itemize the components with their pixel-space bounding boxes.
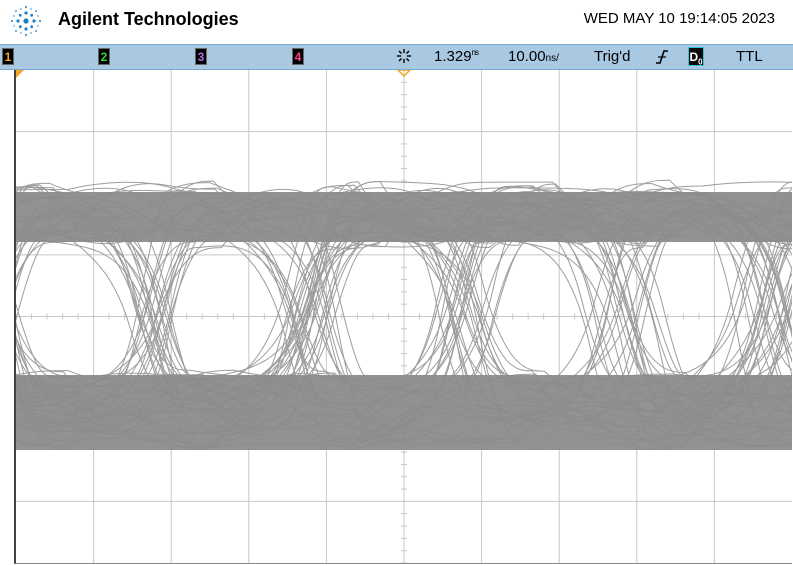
time-per-division-readout[interactable]: 10.00ns/ — [508, 48, 559, 65]
eye-trace — [16, 206, 792, 431]
eye-trace — [16, 187, 792, 397]
trigger-level: TTL — [736, 48, 763, 65]
eye-trace — [16, 183, 792, 445]
eye-trace — [16, 195, 792, 451]
eye-trace — [16, 202, 792, 442]
channel-2-indicator[interactable]: 2 — [98, 48, 110, 65]
eye-trace — [16, 210, 792, 436]
eye-trace — [16, 204, 792, 429]
eye-trace — [16, 181, 792, 447]
falling-edge-icon[interactable] — [655, 47, 669, 72]
eye-trace — [16, 235, 792, 450]
eye-trace — [16, 187, 792, 260]
eye-trace — [16, 238, 792, 447]
eye-trace — [16, 187, 792, 433]
eye-trace — [16, 210, 792, 430]
time-reference-marker — [396, 70, 412, 78]
eye-trace — [16, 179, 792, 430]
channel-4-label: 4 — [294, 50, 302, 64]
eye-trace — [16, 197, 792, 412]
eye-trace — [16, 187, 792, 447]
trigger-source-badge[interactable]: D0 — [688, 47, 704, 66]
trigger-source-label: D — [689, 50, 699, 64]
eye-trace — [16, 191, 792, 427]
eye-trace — [16, 184, 792, 438]
eye-trace — [16, 215, 792, 435]
eye-trace — [16, 189, 792, 445]
brand-name: Agilent Technologies — [58, 9, 239, 29]
status-bar: 1 2 3 4 1.329ns 10.00ns/ Trig'd D0 TTL — [0, 44, 793, 70]
date-time: WED MAY 10 19:14:05 2023 — [583, 10, 775, 27]
eye-trace — [16, 207, 792, 447]
agilent-logo-icon — [11, 6, 41, 36]
time-per-division-unit: ns/ — [545, 53, 559, 64]
eye-trace — [16, 193, 792, 423]
time-delay-readout[interactable]: 1.329ns — [434, 48, 480, 65]
channel-4-indicator[interactable]: 4 — [292, 48, 304, 65]
channel-2-label: 2 — [100, 50, 108, 64]
eye-trace — [16, 187, 792, 438]
eye-trace — [16, 185, 792, 435]
eye-trace — [16, 212, 792, 437]
eye-trace — [16, 182, 792, 445]
eye-trace — [16, 190, 792, 393]
eye-trace — [16, 181, 792, 408]
channel-3-label: 3 — [197, 50, 205, 64]
waveform-display[interactable] — [14, 70, 792, 564]
trigger-state: Trig'd — [594, 48, 631, 65]
eye-trace — [16, 237, 792, 442]
time-per-division-value: 10.00 — [508, 48, 546, 65]
channel-1-label: 1 — [4, 50, 12, 64]
eye-trace — [16, 182, 792, 333]
channel-3-indicator[interactable]: 3 — [195, 48, 207, 65]
eye-trace — [16, 213, 792, 440]
eye-trace — [16, 199, 792, 435]
eye-trace — [16, 180, 792, 450]
trigger-level-marker — [16, 70, 24, 78]
eye-trace — [16, 185, 792, 427]
eye-traces — [16, 179, 792, 451]
eye-trace — [16, 187, 792, 439]
trigger-source-index: 0 — [698, 57, 703, 67]
eye-trace — [16, 188, 792, 436]
time-delay-unit: ns — [471, 48, 480, 57]
eye-trace — [16, 192, 792, 437]
title-bar: Agilent Technologies WED MAY 10 19:14:05… — [0, 0, 793, 42]
eye-trace — [16, 194, 792, 434]
acquisition-run-icon[interactable] — [395, 46, 413, 71]
eye-trace — [16, 182, 792, 449]
eye-trace — [16, 191, 792, 427]
eye-trace — [16, 210, 792, 410]
eye-trace — [16, 180, 792, 434]
eye-trace — [16, 185, 792, 431]
time-delay-value: 1.329 — [434, 48, 472, 65]
channel-1-indicator[interactable]: 1 — [2, 48, 14, 65]
eye-trace — [16, 190, 792, 417]
eye-diagram-plot — [16, 70, 792, 563]
eye-trace — [16, 204, 792, 446]
eye-trace — [16, 216, 792, 450]
